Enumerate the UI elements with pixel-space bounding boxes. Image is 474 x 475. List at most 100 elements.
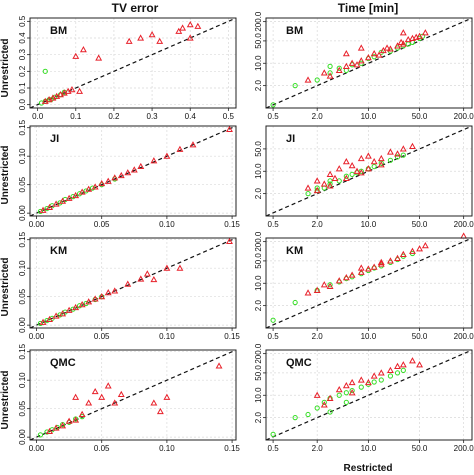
data-point-circle (371, 379, 377, 385)
data-point-triangle (124, 280, 132, 287)
data-point-circle (327, 70, 333, 76)
panel-ji-time: 0.5 2.0 10.0 50.0 200.0 2.0 10.0 50.0 JI (254, 125, 474, 229)
data-point-triangle (78, 301, 86, 308)
data-point-triangle (72, 393, 80, 400)
data-point-triangle (416, 32, 424, 39)
data-point-triangle (130, 166, 138, 173)
data-point-triangle (320, 401, 328, 408)
panel-label: BM (50, 25, 67, 37)
x-tick-label: 2.0 (312, 112, 324, 121)
panel-label: JI (50, 133, 59, 145)
panel-frame (29, 17, 237, 109)
y-tick-label: 10.0 (254, 387, 263, 403)
x-tick-label: 50.0 (412, 112, 428, 121)
panel-label: QMC (50, 357, 76, 369)
y-tick-label: 200.0 (254, 343, 263, 364)
data-point-circle (270, 317, 276, 323)
x-axis-label: Restricted (344, 463, 393, 474)
x-tick-label: 200.0 (454, 220, 474, 229)
data-point-triangle (189, 141, 197, 148)
data-point-triangle (386, 257, 394, 264)
y-tick-label: 2.0 (254, 188, 263, 200)
data-point-triangle (111, 287, 119, 294)
data-point-triangle (175, 27, 183, 34)
data-point-triangle (409, 142, 416, 149)
data-point-triangle (377, 258, 385, 265)
data-point-circle (270, 431, 276, 437)
data-point-triangle (335, 386, 343, 393)
y-tick-label: 200.0 (254, 11, 263, 32)
data-point-triangle (364, 165, 372, 172)
data-point-circle (314, 77, 320, 83)
data-point-triangle (357, 268, 365, 275)
panel-qmc-tv: 0.00 0.05 0.10 0.15 0.00 0.05 0.10 0.15 QMC (18, 343, 240, 453)
x-tick-label: 0.05 (94, 220, 110, 229)
panel-frame (29, 349, 237, 441)
data-point-triangle (364, 152, 372, 159)
data-point-triangle (326, 72, 334, 79)
data-point-triangle (353, 167, 361, 174)
data-point-circle (378, 377, 384, 383)
data-point-circle (292, 415, 298, 421)
data-point-triangle (59, 310, 67, 317)
data-point-triangle (326, 282, 334, 289)
data-point-triangle (68, 86, 76, 93)
data-point-triangle (65, 194, 73, 201)
x-tick-label: 0.10 (159, 332, 175, 341)
y-tick-label: 0.00 (18, 205, 27, 221)
x-tick-label: 0.5 (268, 332, 280, 341)
y-tick-label: 0.15 (18, 231, 27, 247)
y-tick-label: 200.0 (254, 231, 263, 252)
data-point-triangle (95, 54, 103, 61)
data-point-triangle (335, 165, 343, 172)
y-tick-label: 50.0 (254, 141, 263, 157)
data-point-triangle (375, 51, 383, 58)
data-point-circle (327, 282, 333, 288)
y-tick-label: 0.10 (18, 148, 27, 164)
data-point-circle (44, 205, 50, 212)
data-point-triangle (313, 391, 321, 398)
data-point-triangle (399, 40, 407, 47)
data-point-triangle (326, 182, 334, 189)
x-tick-label: 50.0 (412, 332, 428, 341)
x-tick-label: 0.00 (29, 332, 45, 341)
data-point-triangle (98, 179, 106, 187)
x-tick-label: 2.0 (312, 220, 324, 229)
data-point-circle (37, 432, 44, 438)
x-tick-label: 0.1 (70, 112, 82, 121)
data-point-triangle (72, 416, 80, 423)
data-point-triangle (79, 46, 87, 53)
data-point-circle (394, 370, 401, 376)
data-point-triangle (399, 29, 407, 36)
data-point-circle (292, 83, 298, 89)
data-point-triangle (163, 152, 171, 159)
data-point-circle (343, 399, 349, 405)
data-point-triangle (104, 382, 112, 389)
data-point-circle (371, 163, 377, 170)
data-point-triangle (150, 157, 158, 164)
y-tick-label: 10.0 (254, 55, 263, 71)
panel-frame (29, 237, 237, 329)
data-point-circle (44, 429, 50, 435)
data-point-triangle (394, 254, 401, 261)
panel-bm-tv: 0.0 0.1 0.2 0.3 0.4 0.5 0.0 0.1 0.2 0.3 0.4 0.5 BM (18, 15, 237, 121)
data-point-triangle (370, 263, 378, 270)
x-tick-label: 0.4 (185, 112, 197, 121)
y-tick-label: 0.2 (18, 65, 27, 77)
data-point-triangle (59, 197, 67, 204)
data-point-circle (387, 373, 394, 379)
data-point-triangle (386, 366, 394, 373)
data-point-triangle (342, 62, 350, 69)
y-tick-label: 0.00 (18, 429, 27, 445)
data-point-triangle (348, 162, 356, 169)
data-point-circle (327, 63, 333, 69)
data-point-triangle (85, 185, 93, 192)
data-point-triangle (342, 158, 350, 165)
data-point-triangle (39, 318, 47, 325)
data-point-triangle (78, 188, 86, 195)
data-point-triangle (163, 393, 171, 400)
data-point-circle (321, 399, 327, 405)
data-point-circle (57, 312, 63, 318)
data-point-triangle (394, 150, 401, 157)
